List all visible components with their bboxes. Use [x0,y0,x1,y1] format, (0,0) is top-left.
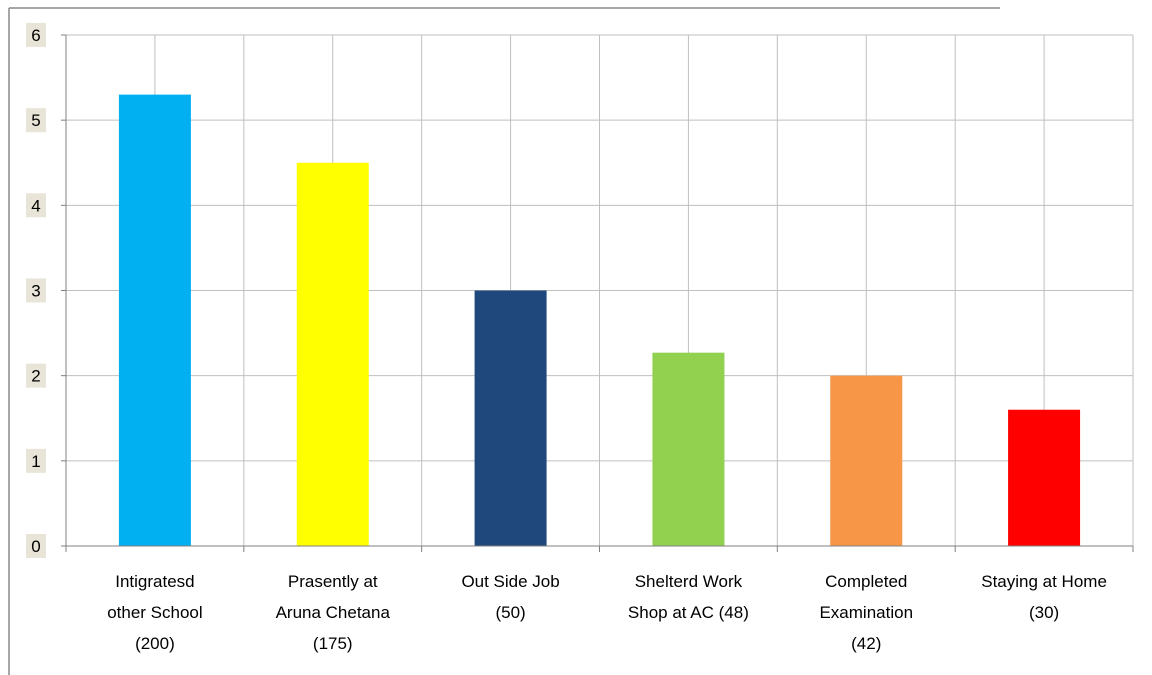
bar [830,375,903,546]
bar [118,94,191,546]
y-tick-label-background [26,108,46,133]
x-category-label: Intigratesd [115,572,194,591]
x-category-label: (175) [313,634,353,653]
x-category-label: (200) [135,634,175,653]
labels: 0 1 2 3 4 5 6 Intigratesd other School (200) Prase… [26,23,1107,653]
x-category-label: (50) [495,603,525,622]
y-tick-label-background [26,448,46,473]
y-tick-label-background [26,534,46,558]
y-tick-label-background [26,363,46,388]
y-tick-label-background [26,193,46,218]
x-category-label: Staying at Home [981,572,1107,591]
x-category-label: Aruna Chetana [276,603,391,622]
y-tick-label: 4 [31,196,40,215]
y-tick-label-background [26,278,46,303]
x-category-label: Shelterd Work [635,572,743,591]
x-category-label: Prasently at [288,572,378,591]
x-category-label: (30) [1029,603,1059,622]
chart-border [8,7,1000,675]
bar [652,352,725,546]
x-category-label: (42) [851,634,881,653]
x-category-label: Shop at AC (48) [628,603,749,622]
y-tick-label: 2 [31,367,40,386]
axes [61,34,1134,552]
x-category-label: Completed [825,572,907,591]
y-tick-label: 5 [31,111,40,130]
bar [1008,409,1081,546]
x-category-label: Out Side Job [461,572,559,591]
bar [296,162,369,546]
y-tick-label: 3 [31,282,40,301]
y-tick-label-background [26,23,46,47]
bars [118,94,1081,546]
y-tick-label: 6 [31,26,40,45]
bar [474,290,547,546]
y-tick-label: 1 [31,452,40,471]
x-category-label: Examination [819,603,913,622]
x-category-label: other School [107,603,202,622]
y-tick-label: 0 [31,537,40,556]
gridlines [65,34,1134,546]
